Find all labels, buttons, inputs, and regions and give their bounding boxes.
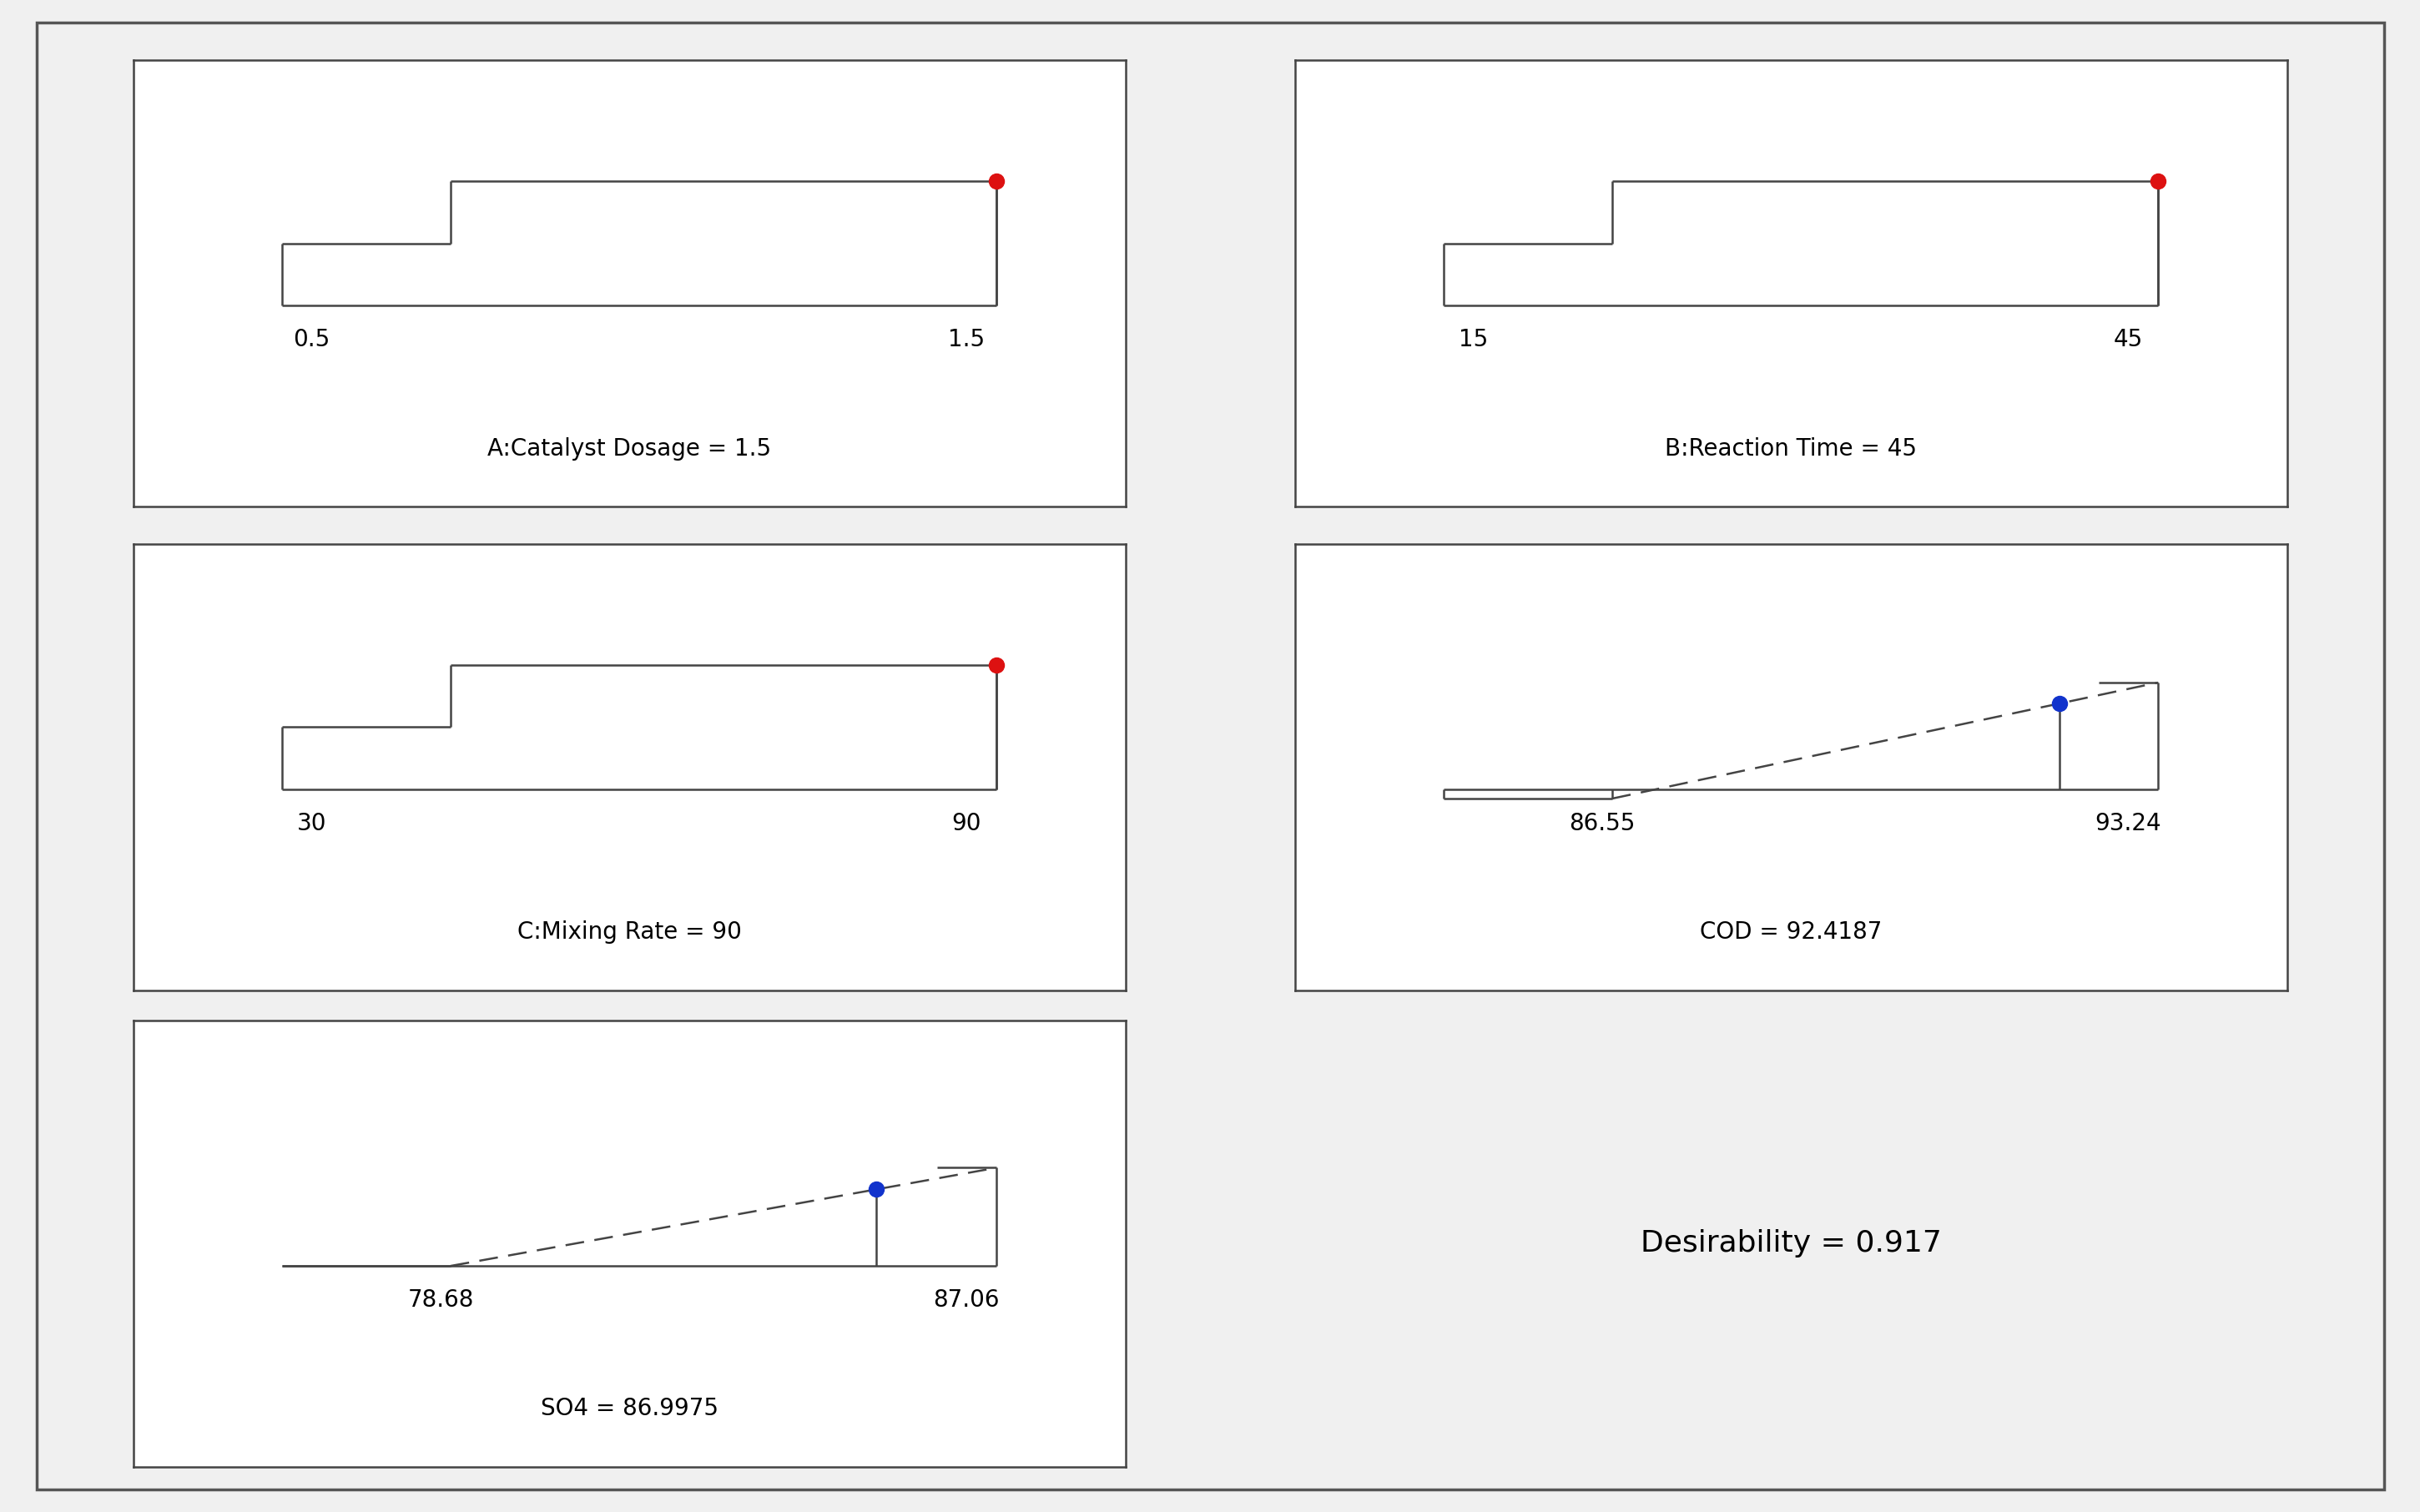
Text: SO4 = 86.9975: SO4 = 86.9975: [540, 1397, 719, 1420]
Text: 30: 30: [298, 812, 327, 835]
Text: 45: 45: [2113, 328, 2142, 351]
Text: 0.5: 0.5: [293, 328, 329, 351]
Text: 15: 15: [1459, 328, 1488, 351]
Text: 78.68: 78.68: [407, 1288, 474, 1311]
Text: 86.55: 86.55: [1568, 812, 1636, 835]
Text: 90: 90: [951, 812, 983, 835]
Text: 1.5: 1.5: [949, 328, 985, 351]
Text: B:Reaction Time = 45: B:Reaction Time = 45: [1665, 437, 1917, 460]
Text: C:Mixing Rate = 90: C:Mixing Rate = 90: [518, 921, 741, 943]
Text: Desirability = 0.917: Desirability = 0.917: [1641, 1229, 1941, 1258]
Text: 87.06: 87.06: [934, 1288, 999, 1311]
Text: 93.24: 93.24: [2096, 812, 2161, 835]
Text: A:Catalyst Dosage = 1.5: A:Catalyst Dosage = 1.5: [486, 437, 772, 460]
Text: COD = 92.4187: COD = 92.4187: [1699, 921, 1883, 943]
